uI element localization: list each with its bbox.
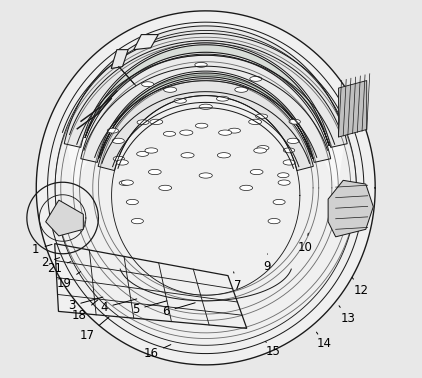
Ellipse shape <box>107 128 119 133</box>
Text: 5: 5 <box>132 301 167 316</box>
Ellipse shape <box>199 104 212 109</box>
Ellipse shape <box>254 148 267 153</box>
Ellipse shape <box>121 180 133 185</box>
Polygon shape <box>55 243 247 328</box>
Text: 15: 15 <box>265 342 281 358</box>
Ellipse shape <box>137 152 149 156</box>
Text: 17: 17 <box>79 317 109 342</box>
Ellipse shape <box>199 173 212 178</box>
Polygon shape <box>36 11 375 365</box>
Ellipse shape <box>119 181 130 186</box>
Polygon shape <box>46 200 83 236</box>
Ellipse shape <box>195 62 207 67</box>
Ellipse shape <box>250 76 262 81</box>
Ellipse shape <box>126 200 138 204</box>
Ellipse shape <box>273 200 285 204</box>
Text: 1: 1 <box>32 243 52 256</box>
Text: 19: 19 <box>57 271 81 290</box>
Ellipse shape <box>283 160 295 165</box>
Ellipse shape <box>113 156 124 161</box>
Polygon shape <box>111 50 128 68</box>
Ellipse shape <box>257 146 269 150</box>
Polygon shape <box>85 45 329 146</box>
Ellipse shape <box>174 98 187 103</box>
Ellipse shape <box>256 114 268 119</box>
Text: 18: 18 <box>72 300 98 322</box>
Polygon shape <box>98 79 314 170</box>
Polygon shape <box>328 180 373 237</box>
Ellipse shape <box>283 148 295 153</box>
Polygon shape <box>134 35 158 50</box>
Ellipse shape <box>180 130 193 135</box>
Ellipse shape <box>235 87 248 92</box>
Ellipse shape <box>142 82 154 87</box>
Ellipse shape <box>137 120 149 125</box>
Text: 7: 7 <box>234 272 241 291</box>
Text: 9: 9 <box>264 254 271 273</box>
Text: 10: 10 <box>298 233 313 254</box>
Ellipse shape <box>216 96 229 101</box>
Ellipse shape <box>181 153 194 158</box>
Ellipse shape <box>268 218 280 224</box>
Text: 2: 2 <box>41 256 60 269</box>
Polygon shape <box>338 81 367 137</box>
Ellipse shape <box>240 185 253 191</box>
Ellipse shape <box>145 148 158 153</box>
Ellipse shape <box>116 160 128 165</box>
Ellipse shape <box>163 132 176 136</box>
Ellipse shape <box>250 169 263 175</box>
Text: 21: 21 <box>47 262 71 274</box>
Ellipse shape <box>278 180 290 185</box>
Ellipse shape <box>278 173 289 178</box>
Ellipse shape <box>249 119 262 124</box>
Ellipse shape <box>289 119 300 124</box>
Ellipse shape <box>287 138 299 144</box>
Ellipse shape <box>164 87 177 92</box>
Ellipse shape <box>149 169 161 175</box>
Text: 12: 12 <box>352 277 369 297</box>
Text: 4: 4 <box>100 299 137 314</box>
Polygon shape <box>67 30 344 193</box>
Text: 13: 13 <box>339 306 356 325</box>
Text: 16: 16 <box>143 345 171 361</box>
Text: 6: 6 <box>162 303 195 318</box>
Ellipse shape <box>217 153 230 158</box>
Ellipse shape <box>150 119 163 124</box>
Polygon shape <box>98 73 313 159</box>
Ellipse shape <box>159 185 172 191</box>
Polygon shape <box>64 26 347 147</box>
Ellipse shape <box>219 130 232 135</box>
Ellipse shape <box>131 218 143 224</box>
Polygon shape <box>81 54 331 163</box>
Ellipse shape <box>195 123 208 128</box>
Text: 14: 14 <box>316 332 332 350</box>
Text: 3: 3 <box>68 297 103 312</box>
Ellipse shape <box>228 128 241 133</box>
Ellipse shape <box>112 138 124 144</box>
